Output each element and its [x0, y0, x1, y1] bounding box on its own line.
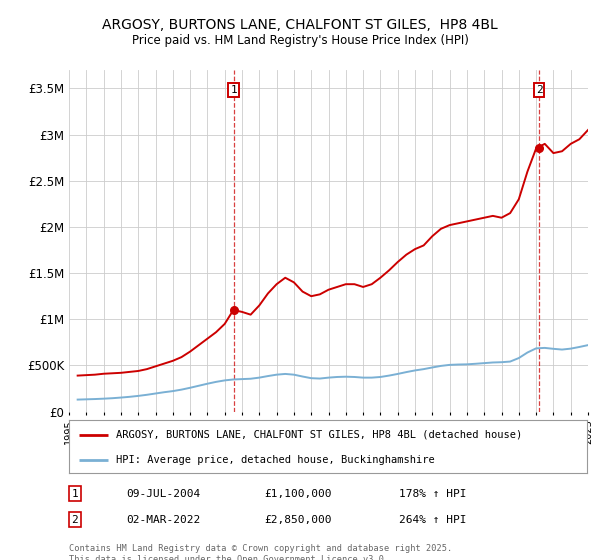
Text: 02-MAR-2022: 02-MAR-2022 — [126, 515, 200, 525]
Text: Price paid vs. HM Land Registry's House Price Index (HPI): Price paid vs. HM Land Registry's House … — [131, 34, 469, 47]
Text: 2: 2 — [71, 515, 79, 525]
Text: 1: 1 — [230, 85, 237, 95]
Text: 09-JUL-2004: 09-JUL-2004 — [126, 489, 200, 499]
Text: £1,100,000: £1,100,000 — [264, 489, 331, 499]
Text: 2: 2 — [536, 85, 542, 95]
Text: 178% ↑ HPI: 178% ↑ HPI — [399, 489, 467, 499]
Text: £2,850,000: £2,850,000 — [264, 515, 331, 525]
Text: 1: 1 — [71, 489, 79, 499]
Text: HPI: Average price, detached house, Buckinghamshire: HPI: Average price, detached house, Buck… — [116, 455, 434, 465]
Text: ARGOSY, BURTONS LANE, CHALFONT ST GILES, HP8 4BL (detached house): ARGOSY, BURTONS LANE, CHALFONT ST GILES,… — [116, 430, 522, 440]
Text: ARGOSY, BURTONS LANE, CHALFONT ST GILES,  HP8 4BL: ARGOSY, BURTONS LANE, CHALFONT ST GILES,… — [102, 18, 498, 32]
Text: 264% ↑ HPI: 264% ↑ HPI — [399, 515, 467, 525]
Text: Contains HM Land Registry data © Crown copyright and database right 2025.
This d: Contains HM Land Registry data © Crown c… — [69, 544, 452, 560]
